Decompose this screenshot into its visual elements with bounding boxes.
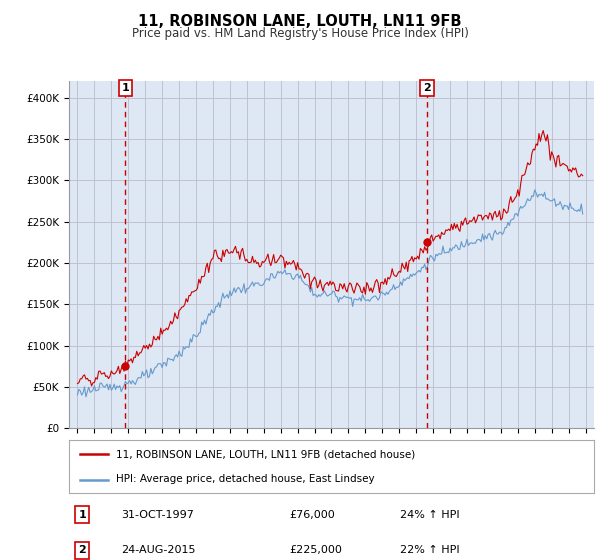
Text: Price paid vs. HM Land Registry's House Price Index (HPI): Price paid vs. HM Land Registry's House … [131,27,469,40]
Text: 22% ↑ HPI: 22% ↑ HPI [400,545,460,556]
Text: 24-AUG-2015: 24-AUG-2015 [121,545,196,556]
Text: 11, ROBINSON LANE, LOUTH, LN11 9FB (detached house): 11, ROBINSON LANE, LOUTH, LN11 9FB (deta… [116,450,415,460]
Text: 1: 1 [78,510,86,520]
Text: 11, ROBINSON LANE, LOUTH, LN11 9FB: 11, ROBINSON LANE, LOUTH, LN11 9FB [138,14,462,29]
Text: 31-OCT-1997: 31-OCT-1997 [121,510,194,520]
Text: 1: 1 [122,83,130,93]
Text: £225,000: £225,000 [290,545,343,556]
Text: HPI: Average price, detached house, East Lindsey: HPI: Average price, detached house, East… [116,474,375,484]
Text: 24% ↑ HPI: 24% ↑ HPI [400,510,460,520]
Text: 2: 2 [423,83,431,93]
Text: £76,000: £76,000 [290,510,335,520]
Text: 2: 2 [78,545,86,556]
